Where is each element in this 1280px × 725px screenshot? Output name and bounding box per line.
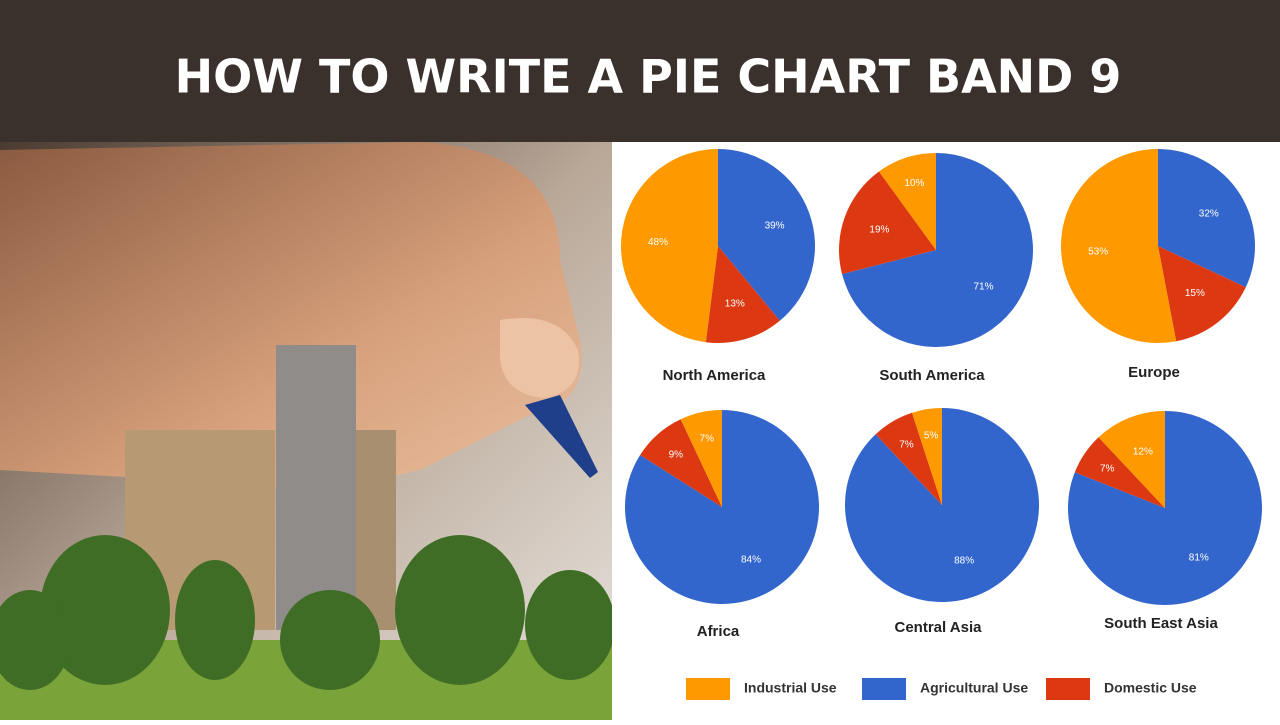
pie-title: South East Asia — [1104, 615, 1218, 632]
pie-slice — [718, 149, 815, 321]
pie-slice — [680, 410, 722, 507]
pie-title: Europe — [1128, 364, 1180, 381]
slice-label: 71% — [974, 282, 994, 293]
pie-slice — [875, 412, 942, 505]
legend-swatch — [1046, 678, 1090, 700]
pen — [525, 395, 598, 478]
pie-slice — [842, 153, 1033, 347]
slice-label: 32% — [1199, 208, 1219, 219]
pie-slice — [1158, 149, 1255, 288]
pie-slice — [1074, 437, 1165, 508]
legend-label: Domestic Use — [1104, 680, 1197, 696]
pie-slice — [705, 246, 780, 344]
pie-slice — [1098, 411, 1165, 508]
slice-label: 7% — [899, 440, 914, 451]
thumb — [500, 318, 580, 398]
slice-label: 19% — [869, 224, 889, 235]
header-bar — [0, 0, 1280, 142]
slice-label: 10% — [904, 178, 924, 189]
pie-slice — [912, 408, 942, 505]
pie-title: South America — [879, 367, 985, 384]
legend-label: Agricultural Use — [920, 680, 1028, 696]
pie-title: Africa — [697, 623, 740, 640]
slice-label: 15% — [1185, 288, 1205, 299]
slice-label: 84% — [741, 554, 761, 565]
slice-label: 53% — [1088, 246, 1108, 257]
slice-label: 81% — [1189, 552, 1209, 563]
building-right — [356, 430, 396, 630]
pie-slice — [878, 153, 936, 250]
legend-swatch — [862, 678, 906, 700]
hand — [0, 142, 582, 488]
pie-slice — [1158, 246, 1246, 342]
slice-label: 12% — [1133, 447, 1153, 458]
photo — [0, 142, 615, 720]
pie-slice — [1061, 149, 1177, 343]
pie-slice — [640, 419, 722, 507]
pie-title: Central Asia — [895, 619, 983, 636]
page-title: HOW TO WRITE A PIE CHART BAND 9 — [175, 50, 1122, 104]
slice-label: 48% — [648, 237, 668, 248]
legend-label: Industrial Use — [744, 680, 837, 696]
slice-label: 7% — [1100, 463, 1115, 474]
pie-slice — [838, 171, 936, 275]
pie-slice — [620, 149, 718, 343]
slice-label: 39% — [765, 220, 785, 231]
slice-label: 5% — [924, 431, 939, 442]
legend-swatch — [686, 678, 730, 700]
slice-label: 88% — [954, 556, 974, 567]
slice-label: 7% — [700, 433, 715, 444]
building-tower — [276, 345, 356, 630]
trees — [0, 535, 615, 690]
pie-title: North America — [663, 367, 766, 384]
slice-label: 13% — [725, 298, 745, 309]
slice-label: 9% — [669, 449, 684, 460]
